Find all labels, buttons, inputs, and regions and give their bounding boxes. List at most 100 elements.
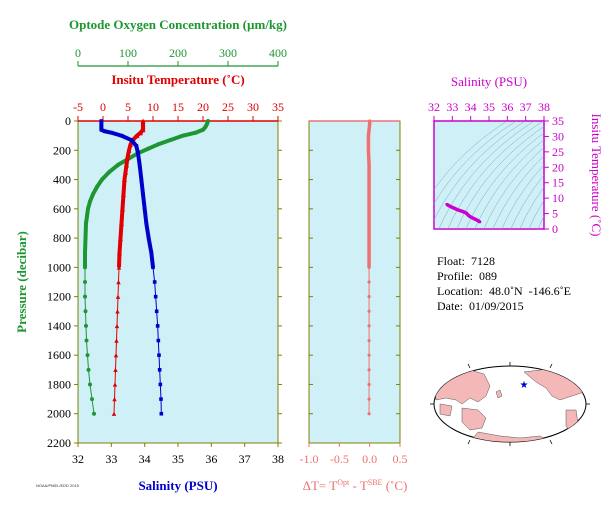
pressure-tick-label: 1400: [47, 319, 71, 333]
temperature-point: [114, 323, 120, 329]
oxygen-point: [181, 133, 185, 138]
location: Location: 48.0˚N -146.6˚E: [437, 284, 571, 298]
salinity-point: [141, 192, 145, 196]
ts-temperature-tick-label: 0: [552, 222, 558, 236]
float-location-marker: ★: [520, 380, 529, 391]
oxygen-point: [201, 127, 205, 132]
oxygen-tick-label: 300: [219, 46, 237, 60]
temperature-point: [118, 235, 123, 241]
salinity-tick-label: 34: [139, 452, 151, 466]
salinity-point: [159, 411, 164, 416]
pressure-tick-label: 600: [53, 202, 71, 216]
ts-point: [478, 220, 482, 224]
salinity-point: [146, 236, 151, 240]
pressure-tick-label: 1600: [47, 348, 71, 362]
temperature-point: [126, 147, 132, 153]
date: Date: 01/09/2015: [437, 299, 524, 313]
oxygen-point: [100, 177, 104, 182]
oxygen-axis-title: Optode Oxygen Concentration (µm/kg): [69, 17, 287, 32]
oxygen-point: [116, 162, 120, 167]
temperature-tick-label: 15: [172, 100, 184, 114]
salinity-point: [99, 127, 104, 132]
delta-t-point: [367, 338, 371, 343]
pressure-tick-label: 1800: [47, 377, 71, 391]
oxygen-point: [83, 294, 87, 299]
salinity-point: [109, 130, 114, 135]
temperature-tick-label: 35: [272, 100, 284, 114]
ts-salinity-tick-label: 37: [520, 100, 532, 114]
salinity-tick-label: 36: [205, 452, 217, 466]
delta-t-tick-label: -0.5: [330, 452, 349, 466]
oxygen-point: [95, 184, 99, 189]
temperature-point: [114, 338, 119, 343]
delta-t-point: [366, 141, 371, 145]
salinity-point: [157, 368, 162, 372]
delta-t-point: [366, 148, 371, 152]
temperature-point: [140, 127, 146, 133]
float-id: Float: 7128: [437, 254, 496, 268]
delta-t-point: [367, 397, 371, 401]
ts-salinity-tick-label: 34: [465, 100, 477, 114]
ts-salinity-tick-label: 35: [483, 100, 495, 114]
salinity-tick-label: 38: [272, 452, 284, 466]
temperature-point: [125, 155, 130, 161]
delta-t-point: [367, 251, 371, 255]
location-map: ★: [430, 362, 590, 446]
oxygen-point: [83, 280, 87, 284]
density-contour: [438, 121, 535, 229]
temperature-point: [128, 141, 133, 147]
delta-t-point: [367, 368, 371, 372]
delta-t-point: [367, 177, 371, 182]
salinity-tick-label: 35: [172, 452, 184, 466]
temperature-axis-title: Insitu Temperature (˚C): [111, 72, 244, 87]
delta-t-point: [368, 119, 372, 123]
salinity-point: [154, 309, 159, 314]
ts-point: [447, 204, 451, 208]
delta-t-point: [367, 221, 371, 226]
delta-t-point: [367, 236, 371, 240]
density-contour: [492, 155, 544, 229]
temperature-point: [140, 124, 146, 130]
salinity-point: [158, 382, 163, 387]
salinity-point: [99, 122, 104, 126]
salinity-point: [152, 280, 157, 284]
delta-t-tick-label: 0.5: [393, 452, 408, 466]
salinity-point: [142, 207, 147, 211]
pressure-tick-label: 1200: [47, 290, 71, 304]
temperature-point: [119, 220, 124, 226]
main-profile-plot: 0200400600800100012001400160018002000220…: [14, 17, 287, 493]
temperature-point: [121, 191, 126, 197]
delta-t-point: [367, 128, 371, 132]
temperature-point: [112, 396, 117, 402]
ts-point: [461, 210, 465, 214]
oxygen-point: [203, 124, 208, 129]
delta-t-point: [367, 353, 371, 357]
oxygen-point: [146, 146, 150, 151]
oxygen-point: [83, 250, 87, 255]
oxygen-point: [168, 138, 173, 143]
delta-t-point: [367, 265, 371, 269]
temperature-tick-label: -5: [73, 100, 83, 114]
salinity-point: [157, 353, 161, 357]
density-contour: [537, 215, 544, 229]
delta-t-plot: -1.0 -0.5 0.0 0.5 ΔT= TOpt - TSBE (˚C): [300, 119, 408, 493]
density-contour: [510, 174, 544, 229]
salinity-point: [159, 397, 163, 401]
salinity-tick-label: 33: [105, 452, 117, 466]
main-plot-background: [77, 120, 279, 444]
pressure-tick-label: 2000: [47, 407, 71, 421]
salinity-point: [137, 163, 142, 167]
density-contour: [434, 121, 526, 221]
ts-temperature-axis-title: Insitu Temperature (˚C): [589, 113, 604, 236]
oxygen-point: [92, 411, 96, 416]
delta-t-tick-label: 0.0: [362, 452, 377, 466]
salinity-point: [119, 133, 124, 138]
oxygen-point: [84, 221, 88, 226]
temperature-point: [134, 133, 140, 139]
temperature-point: [111, 411, 117, 416]
ts-salinity-tick-label: 38: [538, 100, 550, 114]
salinity-point: [151, 265, 155, 270]
salinity-point: [129, 138, 134, 142]
salinity-point: [144, 221, 149, 226]
